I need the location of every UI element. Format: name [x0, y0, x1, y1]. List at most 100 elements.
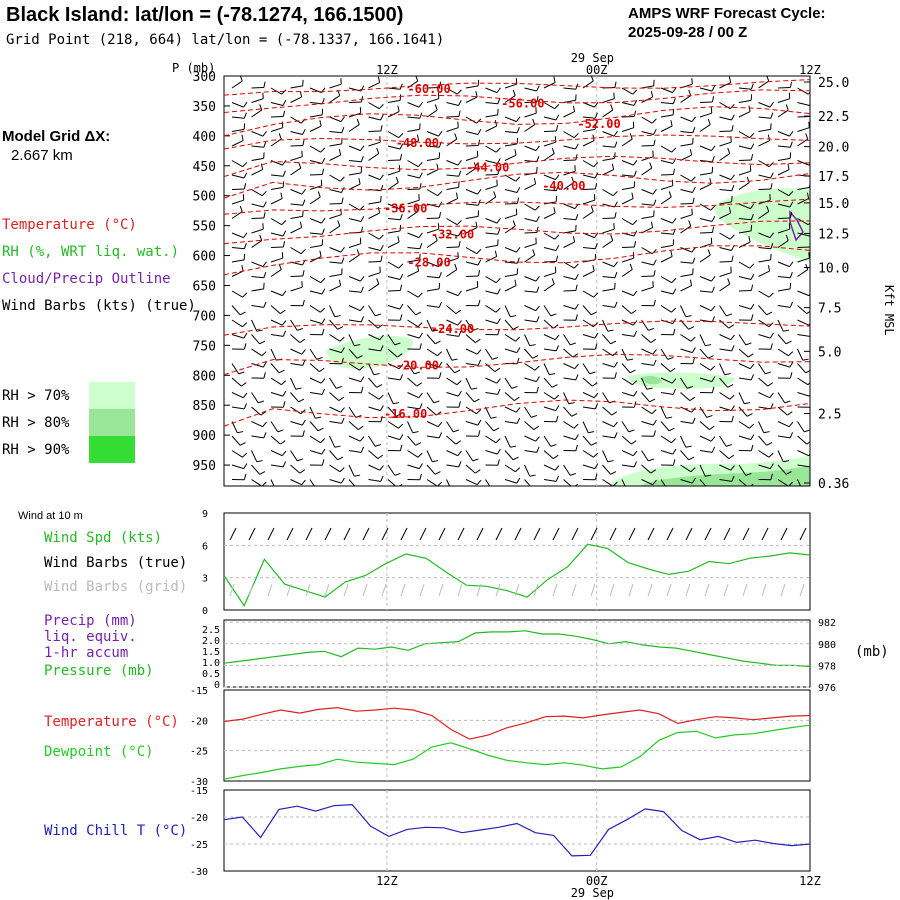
- wind-barb-10m: [723, 527, 731, 541]
- wind-barb-staff: [329, 363, 342, 365]
- wind-barb-staff: [407, 319, 419, 328]
- wind-barb-staff: [290, 96, 302, 103]
- wind-barb: [231, 194, 245, 205]
- wind-barb-staff: [465, 189, 478, 195]
- wind-barb: [582, 319, 599, 328]
- wind-barb: [699, 85, 716, 92]
- wind-barb-staff: [582, 128, 596, 132]
- wind-barb-staff: [270, 319, 283, 326]
- wind-barb: [231, 232, 248, 239]
- wind-barb-staff: [485, 160, 498, 164]
- wind-barb-flag: [380, 184, 384, 191]
- wind-barb-flag: [691, 347, 696, 353]
- wind-barb: [290, 359, 306, 366]
- wind-barb-flag: [789, 130, 794, 137]
- wind-barb-flag: [650, 469, 657, 474]
- wind-barb-flag: [512, 220, 516, 227]
- wind-barb-staff: [329, 131, 342, 134]
- cloud-outline: [789, 210, 804, 242]
- wind-barb-flag: [399, 273, 404, 280]
- wind-barb: [465, 450, 479, 462]
- wind-barb-flag: [688, 89, 692, 96]
- wind-barb: [446, 99, 462, 106]
- wind-barb-flag: [672, 97, 676, 104]
- wind-barb-flag: [417, 292, 423, 298]
- wind-barb: [660, 406, 673, 419]
- temperature-contour-label: -44.00: [466, 161, 509, 175]
- wind-barb-flag: [692, 257, 696, 264]
- wind-barb-staff: [699, 363, 711, 371]
- wind-barb: [563, 224, 577, 234]
- wind-barb-flag: [648, 458, 655, 462]
- wind-barb-staff: [738, 363, 751, 370]
- y-tick-label: 3: [202, 574, 208, 585]
- wind-barb-staff: [290, 145, 303, 147]
- wind-barb-flag: [316, 356, 323, 360]
- wind-barb: [641, 139, 656, 147]
- wind-barb-staff: [660, 160, 674, 164]
- wind-barb-flag: [805, 133, 809, 140]
- wind-barb-flag: [516, 417, 521, 424]
- wind-barb-flag: [727, 147, 731, 154]
- forecast-cycle: AMPS WRF Forecast Cycle: 2025-09-28 / 00…: [628, 4, 826, 42]
- wind-barb: [660, 377, 677, 384]
- wind-barb-flag: [341, 186, 345, 193]
- wind-barb-flag: [415, 311, 422, 316]
- wind-barb-staff: [348, 243, 361, 248]
- wind-barb-staff: [251, 189, 263, 197]
- wind-barb-staff: [797, 246, 810, 248]
- wind-barb-flag: [570, 342, 577, 346]
- wind-barb: [719, 184, 735, 192]
- wind-barb-staff: [290, 348, 302, 355]
- wind-barb-staff: [524, 87, 537, 92]
- wind-barb-staff: [641, 203, 654, 206]
- wind-barb-flag: [339, 176, 345, 182]
- wind-barb-staff: [797, 290, 810, 297]
- wind-barb-flag: [575, 273, 579, 280]
- wind-barb-flag: [376, 278, 380, 285]
- wind-barb-staff: [738, 170, 751, 176]
- wind-barb-staff: [660, 406, 667, 419]
- wind-barb-flag: [436, 163, 439, 170]
- wind-barb-staff: [231, 450, 243, 458]
- wind-barb: [719, 305, 733, 317]
- wind-barb: [543, 244, 560, 251]
- wind-barb: [348, 286, 364, 293]
- wind-barb: [348, 145, 365, 152]
- wind-barb-flag: [433, 400, 440, 404]
- wind-barb: [758, 343, 773, 350]
- wind-barb-staff: [641, 145, 654, 147]
- liq-equiv-label: liq. equiv.: [44, 629, 137, 645]
- wind-barb-flag: [532, 249, 536, 256]
- wind-barb: [758, 194, 771, 205]
- wind-barb-staff: [699, 377, 712, 383]
- wind-barb-staff: [446, 174, 459, 177]
- wind-barb-staff: [680, 450, 689, 461]
- wind-barb-flag: [376, 147, 380, 154]
- wind-barb-staff: [407, 80, 419, 89]
- wind-barb-flag: [515, 336, 521, 342]
- wind-barb-staff: [465, 348, 478, 355]
- wind-barb: [524, 316, 540, 323]
- wind-barb-grid: [609, 583, 615, 597]
- wind-barb: [251, 152, 265, 161]
- height-axis-label: Kft MSL: [882, 285, 896, 336]
- wind-barb: [485, 87, 501, 94]
- wind-barb: [660, 276, 677, 284]
- wind-barb: [699, 363, 716, 371]
- wind-barb: [758, 392, 774, 399]
- wind-barb: [641, 128, 657, 135]
- wind-barb-staff: [680, 261, 693, 264]
- wind-barb-staff: [563, 377, 576, 381]
- wind-barb-staff: [407, 140, 419, 147]
- wind-barb-staff: [504, 392, 515, 401]
- wind-barb: [543, 475, 560, 482]
- wind-barb: [465, 91, 478, 103]
- wind-barb-flag: [690, 467, 696, 473]
- wind-barb-staff: [621, 479, 628, 486]
- wind-barb-staff: [719, 479, 732, 482]
- wind-barb: [446, 159, 462, 166]
- wind-barb-flag: [340, 246, 345, 253]
- wind-barb-flag: [380, 475, 384, 482]
- wind-barb-flag: [512, 326, 519, 330]
